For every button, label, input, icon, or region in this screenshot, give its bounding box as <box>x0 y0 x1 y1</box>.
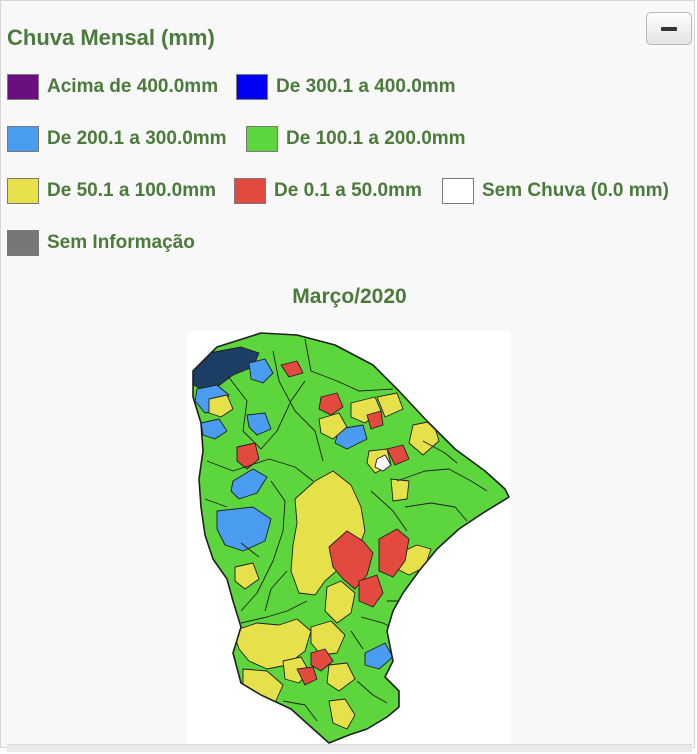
municipal-borders <box>204 338 488 722</box>
collapse-button[interactable] <box>646 12 692 45</box>
state-outline <box>192 332 510 744</box>
legend-label: Sem Informação <box>47 232 195 253</box>
region-yellow <box>234 562 260 590</box>
legend-label: De 0.1 a 50.0mm <box>274 180 422 201</box>
legend-item-acima-400: Acima de 400.0mm <box>7 74 218 100</box>
legend-label: De 100.1 a 200.0mm <box>286 128 466 149</box>
region-yellow <box>310 620 346 656</box>
region-blue <box>246 412 272 436</box>
region-yellow <box>328 698 356 730</box>
legend-item-0-50: De 0.1 a 50.0mm <box>234 178 422 204</box>
region-blue <box>230 468 268 500</box>
region-blue <box>200 418 228 440</box>
region-yellow <box>324 580 356 624</box>
legend-label: Sem Chuva (0.0 mm) <box>482 180 669 201</box>
legend-swatch <box>442 178 474 204</box>
legend-item-300-400: De 300.1 a 400.0mm <box>236 74 456 100</box>
legend-swatch <box>234 178 266 204</box>
legend-label: De 300.1 a 400.0mm <box>276 76 456 97</box>
legend-swatch <box>7 74 39 100</box>
region-red <box>280 360 304 378</box>
legend-item-100-200: De 100.1 a 200.0mm <box>246 126 466 152</box>
panel-title: Chuva Mensal (mm) <box>7 25 215 50</box>
legend-swatch <box>7 230 39 256</box>
legend-label: Acima de 400.0mm <box>47 76 219 97</box>
region-yellow <box>318 412 348 440</box>
region-yellow <box>326 662 356 692</box>
region-red <box>296 666 318 686</box>
region-yellow <box>376 392 404 418</box>
region-yellow-south <box>232 618 312 670</box>
map-regions <box>193 333 509 743</box>
region-blue <box>216 506 272 552</box>
region-yellow <box>208 394 234 418</box>
ceara-rainfall-map <box>192 332 510 744</box>
region-blue <box>248 358 274 384</box>
region-red-central <box>378 528 410 578</box>
legend-swatch <box>236 74 268 100</box>
map-title: Março/2020 <box>292 285 407 308</box>
legend-label: De 200.1 a 300.0mm <box>47 128 227 149</box>
region-red <box>366 410 384 430</box>
region-red <box>318 392 344 416</box>
legend-swatch <box>7 126 39 152</box>
legend-swatch <box>7 178 39 204</box>
legend-item-sem-informacao: Sem Informação <box>7 230 195 256</box>
legend-item-50-100: De 50.1 a 100.0mm <box>7 178 216 204</box>
region-red <box>310 648 334 672</box>
legend-item-200-300: De 200.1 a 300.0mm <box>7 126 227 152</box>
region-no-rain <box>374 454 392 472</box>
region-blue <box>364 642 394 670</box>
minus-icon <box>661 26 677 31</box>
region-yellow <box>390 478 410 502</box>
legend-swatch <box>246 126 278 152</box>
region-red-central <box>328 530 374 590</box>
region-red <box>390 634 402 648</box>
bottom-strip <box>7 744 692 752</box>
region-red <box>358 574 384 608</box>
region-red <box>386 444 410 466</box>
legend-label: De 50.1 a 100.0mm <box>47 180 217 201</box>
map-container <box>187 331 511 749</box>
legend-item-sem-chuva: Sem Chuva (0.0 mm) <box>442 178 669 204</box>
